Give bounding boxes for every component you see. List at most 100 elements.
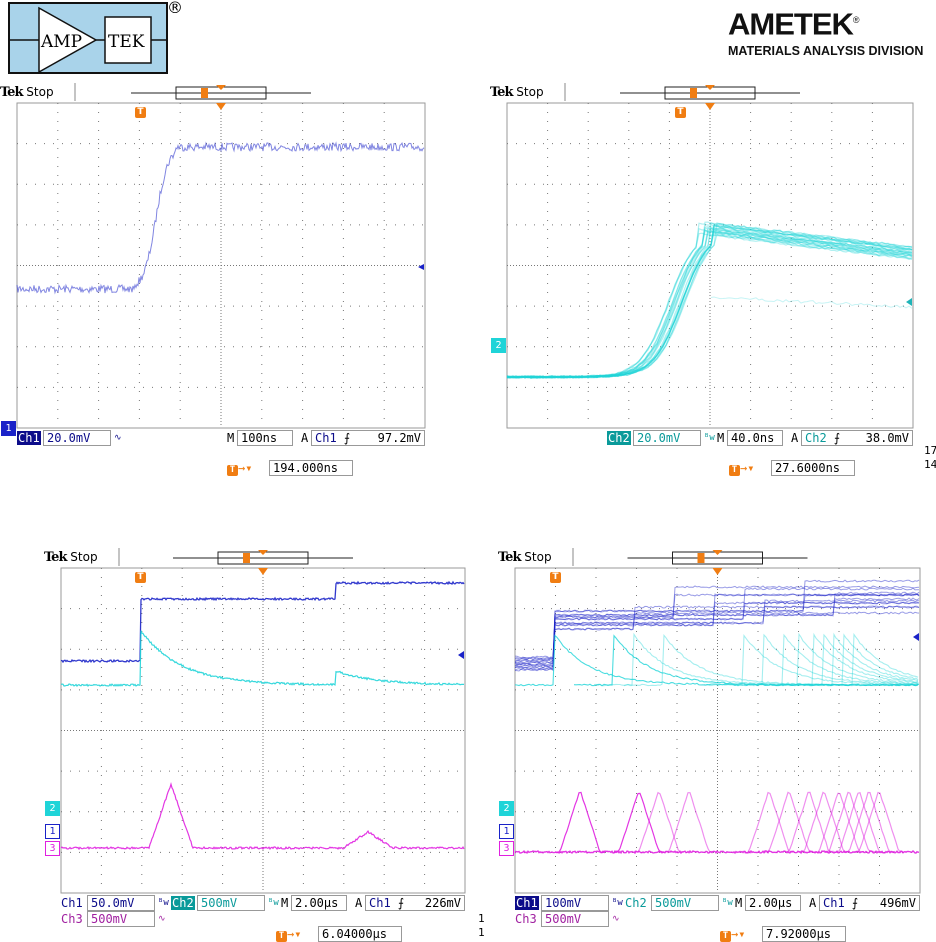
channel-1-marker[interactable]: 1 <box>1 421 16 436</box>
channel-name-ch2[interactable]: Ch2 <box>625 896 647 910</box>
timebase-prefix: M <box>227 431 235 445</box>
trigger-position-value[interactable]: 194.000ns <box>269 460 353 476</box>
channel-name-ch2[interactable]: Ch2 <box>607 431 631 445</box>
ch3-waveform <box>663 792 715 854</box>
ch3-waveform <box>798 791 850 853</box>
timebase-value[interactable]: 2.00µs <box>291 895 347 911</box>
ch1-waveform <box>514 579 920 661</box>
coupling-icon: ᴮw <box>268 898 279 908</box>
trigger-t-icon: T <box>276 931 287 942</box>
ch1-waveform <box>514 599 920 666</box>
trigger-position-value[interactable]: 27.6000ns <box>771 460 855 476</box>
ametek-logo: AMETEK® MATERIALS ANALYSIS DIVISION <box>728 4 928 59</box>
ch1-waveform <box>514 601 920 671</box>
ch2-waveform <box>506 222 913 379</box>
trigger-position-value[interactable]: 7.92000µs <box>762 926 846 942</box>
channel-name-ch1[interactable]: Ch1 <box>61 896 83 910</box>
record-view-bar[interactable] <box>61 548 465 568</box>
ch2-waveform <box>506 228 913 379</box>
ch3-waveform <box>763 791 815 854</box>
channel-2-marker[interactable]: 2 <box>491 338 506 353</box>
coupling-icon: ᴮw <box>722 898 733 908</box>
ch3-waveform <box>633 791 685 853</box>
trigger-level: 496mV <box>879 896 916 910</box>
timebase-prefix: M <box>717 431 725 445</box>
timebase-value[interactable]: 100ns <box>237 430 293 446</box>
channel-name-ch3[interactable]: Ch3 <box>515 912 537 926</box>
channel-name-ch2[interactable]: Ch2 <box>171 896 195 910</box>
amptek-logo: AMP TEK <box>8 2 168 74</box>
channel-scale[interactable]: 20.0mV <box>43 430 111 446</box>
trigger-level: 38.0mV <box>865 431 909 445</box>
trigger-mode: A <box>791 431 799 445</box>
trigger-slope-icon: ⨍ <box>343 431 351 445</box>
trigger-readout[interactable]: Ch2 ⨍ 38.0mV <box>801 430 913 446</box>
brand-label: Tek <box>44 550 67 565</box>
acquisition-status: Stop <box>524 550 552 564</box>
channel-name-ch3[interactable]: Ch3 <box>61 912 83 926</box>
ch2-waveform <box>507 226 913 379</box>
timebase-value[interactable]: 2.00µs <box>745 895 801 911</box>
ch3-waveform <box>853 791 905 854</box>
coupling-icon: ∿ <box>114 433 122 443</box>
channel-scale[interactable]: 500mV <box>87 911 155 927</box>
ch1-waveform <box>514 587 920 664</box>
trigger-t-icon: T <box>675 107 686 118</box>
trigger-t-icon: T <box>729 465 740 476</box>
ch3-waveform <box>613 792 665 854</box>
ch3-baseline <box>514 849 919 855</box>
ch2-reference-icon <box>906 298 912 306</box>
ch2-waveform <box>506 227 913 379</box>
ch1-waveform <box>60 580 465 664</box>
waveform-display[interactable] <box>506 102 914 429</box>
coupling-icon: ᴮw <box>158 898 169 908</box>
ch2-waveform <box>506 229 912 379</box>
ch1-waveform <box>514 585 920 667</box>
channel-name-ch1[interactable]: Ch1 <box>515 896 539 910</box>
channel-scale[interactable]: 500mV <box>651 895 719 911</box>
trigger-level: 97.2mV <box>377 431 421 445</box>
scope-header: Tek Stop <box>498 550 552 565</box>
channel-scale[interactable]: 50.0mV <box>87 895 155 911</box>
trigger-position-icon <box>258 550 268 555</box>
trigger-readout[interactable]: Ch1 ⨍ 496mV <box>819 895 920 911</box>
trigger-readout[interactable]: Ch1 ⨍ 97.2mV <box>311 430 425 446</box>
waveform-display[interactable] <box>16 102 426 429</box>
channel-3-marker[interactable]: 3 <box>499 841 514 856</box>
timebase-prefix: M <box>281 896 289 910</box>
channel-scale[interactable]: 500mV <box>197 895 265 911</box>
channel-scale[interactable]: 100mV <box>541 895 609 911</box>
timebase-prefix: M <box>735 896 743 910</box>
ametek-division: MATERIALS ANALYSIS DIVISION <box>728 44 924 59</box>
ch1-waveform <box>514 593 920 670</box>
record-view-bar[interactable] <box>515 548 920 568</box>
channel-2-marker[interactable]: 2 <box>499 801 514 816</box>
channel-scale[interactable]: 20.0mV <box>633 430 701 446</box>
channel-2-marker[interactable]: 2 <box>45 801 60 816</box>
scope-header: Tek Stop <box>490 85 544 100</box>
record-view-bar[interactable] <box>17 83 425 103</box>
channel-name-ch1[interactable]: Ch1 <box>17 431 41 445</box>
timebase-value[interactable]: 40.0ns <box>727 430 783 446</box>
channel-3-marker[interactable]: 3 <box>45 841 60 856</box>
ch1-waveform <box>514 611 920 662</box>
channel-1-marker[interactable]: 1 <box>45 824 60 839</box>
scope-header: Tek Stop <box>0 85 54 100</box>
waveform-display[interactable] <box>60 567 466 894</box>
trigger-position-icon: T →▾ <box>276 927 301 942</box>
ch2-waveform <box>506 224 913 379</box>
ch2-waveform <box>506 226 913 379</box>
trigger-readout[interactable]: Ch1 ⨍ 226mV <box>365 895 465 911</box>
ch1-reference-icon <box>913 633 919 641</box>
trigger-source: Ch1 <box>823 896 845 910</box>
trigger-position-icon: T →▾ <box>227 461 252 476</box>
acquisition-status: Stop <box>26 85 54 99</box>
trigger-mode: A <box>809 896 817 910</box>
trigger-position-value[interactable]: 6.04000µs <box>318 926 402 942</box>
channel-1-marker[interactable]: 1 <box>499 824 514 839</box>
channel-scale[interactable]: 500mV <box>541 911 609 927</box>
ch2-waveform <box>506 223 913 379</box>
waveform-display[interactable] <box>514 567 921 894</box>
record-view-bar[interactable] <box>507 83 913 103</box>
ch2-waveform-faint <box>710 296 913 309</box>
